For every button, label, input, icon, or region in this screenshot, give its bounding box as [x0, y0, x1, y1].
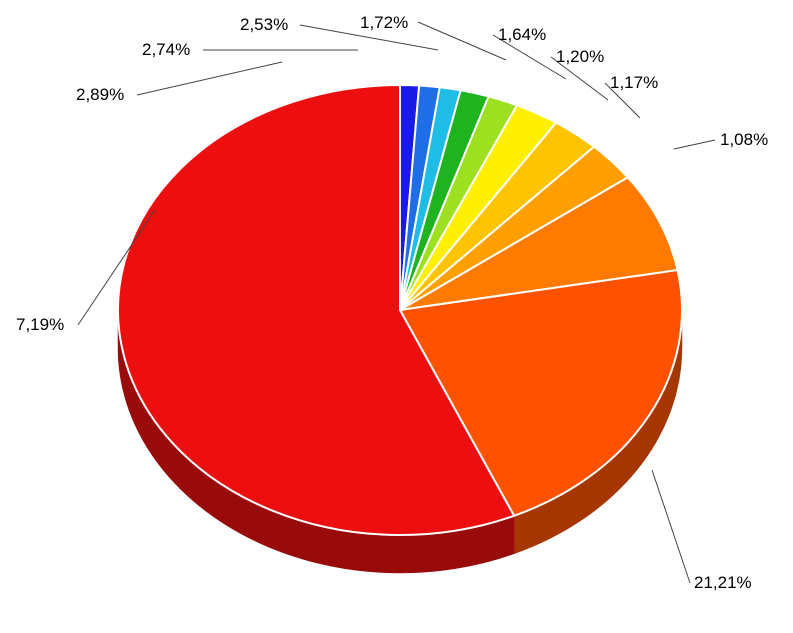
slice-label-7: 2,89%: [76, 85, 124, 104]
leader-10: [652, 470, 690, 583]
pie-top: [118, 85, 682, 535]
leader-7: [137, 62, 282, 95]
slice-label-1: 1,17%: [610, 73, 658, 92]
slice-label-0: 1,08%: [720, 130, 768, 149]
slice-label-5: 2,53%: [240, 15, 288, 34]
slice-label-4: 1,72%: [360, 13, 408, 32]
slice-label-6: 2,74%: [142, 40, 190, 59]
slice-label-8: 7,19%: [16, 315, 64, 334]
leader-0: [674, 140, 715, 149]
pie-chart-3d: 1,08% 1,17% 1,20% 1,64% 1,72% 2,53% 2,74% 2,89%…: [0, 0, 793, 633]
slice-label-2: 1,20%: [556, 47, 604, 66]
leader-4: [418, 22, 506, 60]
slice-label-10: 21,21%: [694, 573, 752, 592]
slice-label-3: 1,64%: [498, 25, 546, 44]
